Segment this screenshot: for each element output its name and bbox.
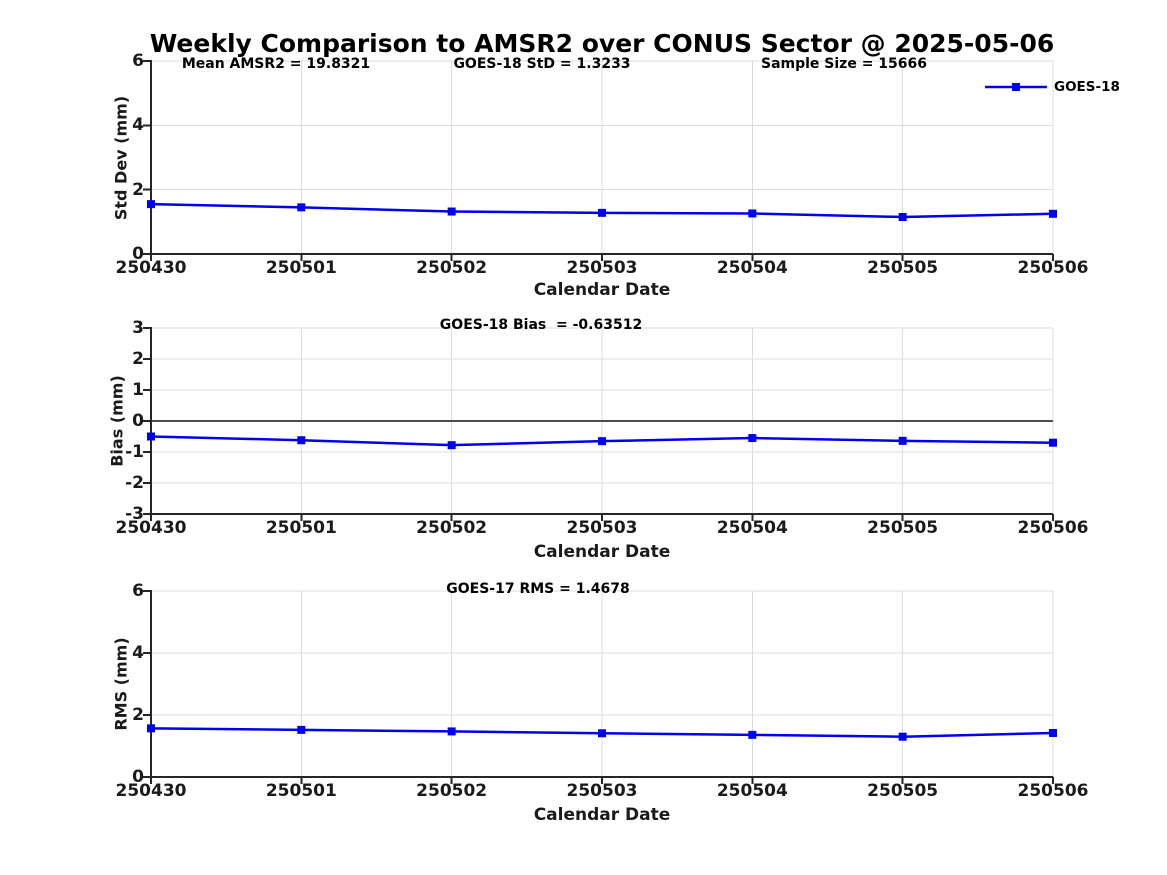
data-point-marker	[1049, 438, 1057, 447]
y-tick-label: 6	[132, 581, 144, 601]
data-point-marker	[748, 730, 757, 739]
x-tick-label: 250505	[867, 258, 939, 278]
x-tick-label: 250506	[1017, 258, 1089, 278]
x-tick-label: 250503	[566, 258, 638, 278]
x-axis-label-calendar-date: Calendar Date	[533, 542, 671, 562]
y-tick-label: 4	[132, 643, 144, 663]
y-tick-label: 2	[132, 179, 144, 200]
data-point-marker	[147, 200, 155, 209]
x-tick-label: 250505	[867, 518, 939, 538]
annotation-goes17-rms: GOES-17 RMS = 1.4678	[446, 581, 630, 597]
y-tick-label: 1	[132, 380, 144, 400]
annotation-sample-size: Sample Size = 15666	[760, 56, 928, 72]
y-tick-label: -3	[125, 504, 144, 524]
x-axis-label-calendar-date: Calendar Date	[533, 280, 671, 300]
y-tick-label: 0	[132, 244, 144, 264]
data-point-marker	[297, 725, 306, 734]
x-tick-label: 250501	[265, 518, 337, 538]
annotation-mean-amsr2: Mean AMSR2 = 19.8321	[181, 56, 371, 72]
x-tick-label: 250502	[416, 518, 488, 538]
y-tick-label: -1	[125, 442, 144, 462]
y-tick-label: 2	[132, 349, 144, 369]
data-point-marker	[297, 203, 306, 212]
data-point-marker	[898, 213, 907, 222]
figure-title: Weekly Comparison to AMSR2 over CONUS Se…	[149, 29, 1055, 58]
x-tick-label: 250430	[115, 518, 187, 538]
x-tick-label: 250503	[566, 518, 638, 538]
y-tick-label: 2	[132, 705, 144, 725]
y-tick-label: 6	[132, 51, 144, 71]
x-tick-label: 250505	[867, 781, 939, 801]
y-tick-label: 3	[132, 318, 144, 338]
data-point-marker	[447, 727, 456, 736]
x-tick-label: 250506	[1017, 781, 1089, 801]
y-tick-label: -2	[125, 473, 144, 493]
data-point-marker	[598, 729, 606, 738]
data-point-marker	[898, 436, 907, 445]
data-point-marker	[447, 207, 456, 216]
x-tick-label: 250501	[265, 781, 337, 801]
data-point-marker	[147, 432, 155, 441]
y-tick-label: 4	[132, 115, 144, 136]
data-point-marker	[447, 441, 456, 450]
legend-marker	[1012, 83, 1020, 91]
data-point-marker	[1049, 209, 1057, 218]
data-point-marker	[297, 436, 306, 445]
x-tick-label: 250503	[566, 781, 638, 801]
x-tick-label: 250501	[265, 258, 337, 278]
x-tick-label: 250504	[716, 781, 788, 801]
x-tick-label: 250430	[115, 781, 187, 801]
annotation-goes18-std: GOES-18 StD = 1.3233	[453, 56, 631, 72]
data-point-marker	[598, 208, 606, 217]
x-tick-label: 250502	[416, 781, 488, 801]
y-tick-label: 0	[132, 767, 144, 787]
x-tick-label: 250502	[416, 258, 488, 278]
legend-label-goes-18: GOES-18	[1054, 79, 1120, 95]
x-tick-label: 250504	[716, 518, 788, 538]
data-point-marker	[147, 724, 155, 733]
data-point-marker	[1049, 728, 1057, 737]
x-tick-label: 250506	[1017, 518, 1089, 538]
data-point-marker	[598, 437, 606, 446]
x-tick-label: 250430	[115, 258, 187, 278]
annotation-goes18-bias: GOES-18 Bias = -0.63512	[439, 317, 643, 333]
x-tick-label: 250504	[716, 258, 788, 278]
data-point-marker	[748, 434, 757, 443]
y-tick-label: 0	[132, 411, 144, 431]
data-point-marker	[748, 209, 757, 218]
x-axis-label-calendar-date: Calendar Date	[533, 805, 671, 825]
data-point-marker	[898, 732, 907, 741]
